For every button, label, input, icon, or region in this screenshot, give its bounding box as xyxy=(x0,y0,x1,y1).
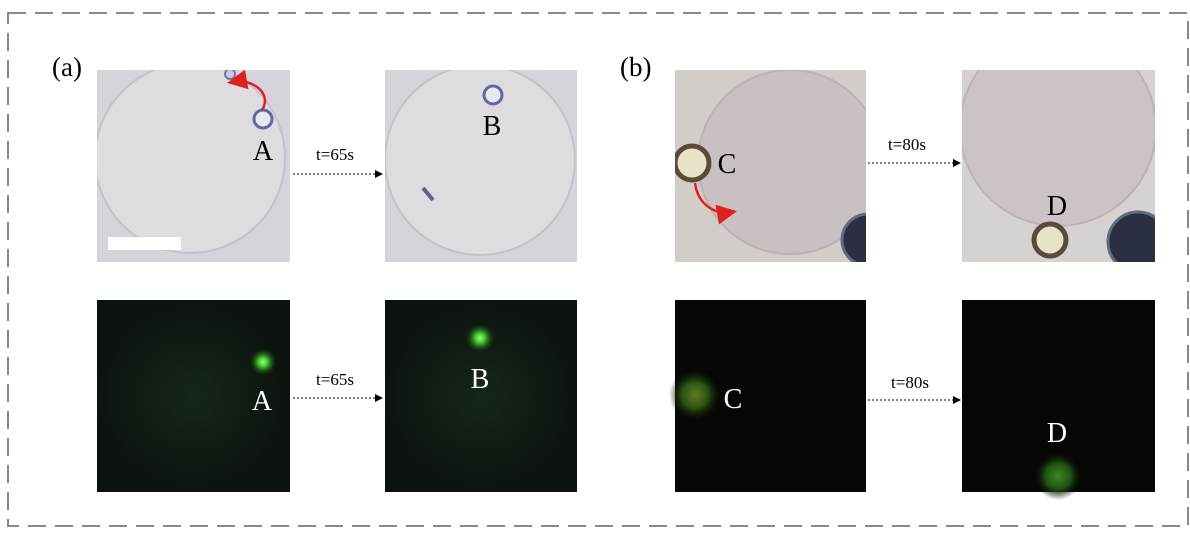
bright-image xyxy=(960,30,1168,272)
image-label: B xyxy=(483,111,502,142)
time-label: t=65s xyxy=(316,370,354,389)
bright-image xyxy=(385,65,577,262)
time-label: t=80s xyxy=(888,135,926,154)
image-label: C xyxy=(718,149,737,180)
glow xyxy=(465,323,495,353)
panel-label: (b) xyxy=(620,52,651,82)
time-label: t=65s xyxy=(316,145,354,164)
glow xyxy=(249,348,277,376)
image-label: D xyxy=(1047,418,1067,449)
image-label: D xyxy=(1047,191,1067,222)
image-label: C xyxy=(724,384,743,415)
glow xyxy=(1034,452,1082,500)
glow xyxy=(669,369,721,421)
image-label: B xyxy=(471,364,490,395)
figure: (a) (b) A t=65s B A t=65s B C t=80s D C … xyxy=(0,0,1190,535)
time-label: t=80s xyxy=(891,373,929,392)
image-label: A xyxy=(253,136,274,167)
panel-label: (a) xyxy=(52,52,82,82)
image-label: A xyxy=(252,386,273,417)
bright-image xyxy=(675,70,894,266)
